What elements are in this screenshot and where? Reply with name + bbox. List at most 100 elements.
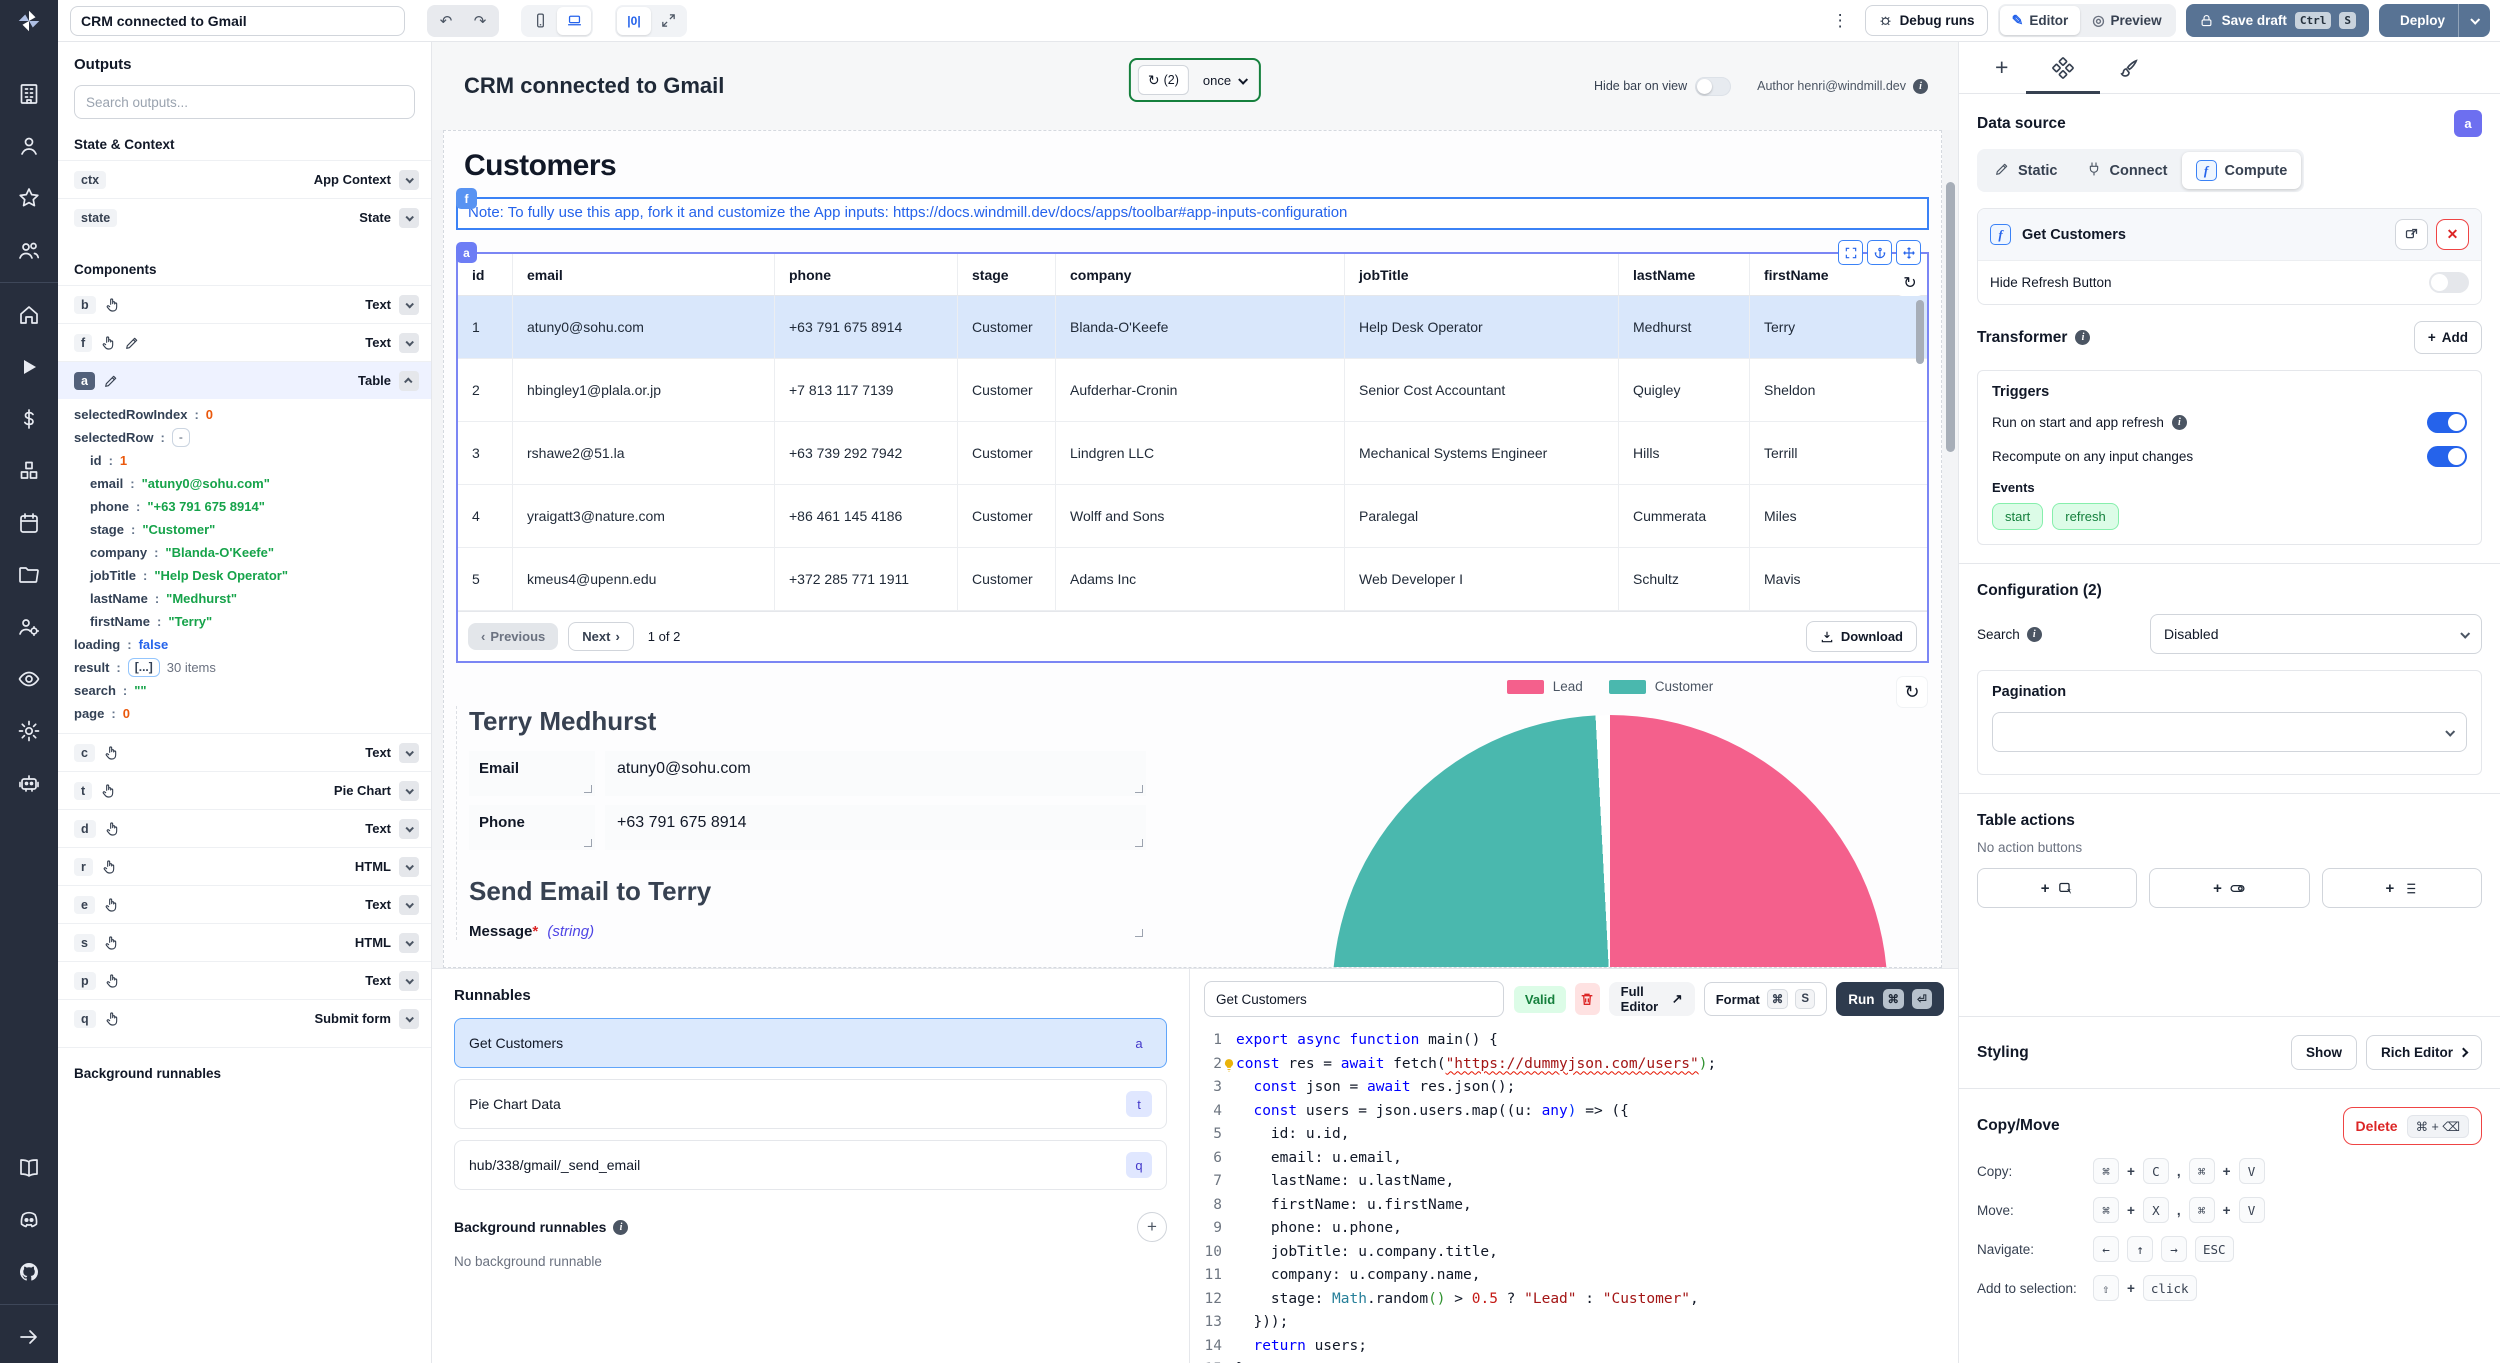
schedule-dropdown[interactable]: once	[1197, 73, 1252, 88]
component-badge-a[interactable]: a	[456, 242, 477, 263]
collapse-chip[interactable]: -	[171, 428, 190, 447]
column-header-lastName[interactable]: lastName	[1619, 254, 1750, 296]
lightbulb-icon[interactable]	[1222, 1057, 1236, 1071]
hand-icon[interactable]	[104, 973, 120, 989]
deploy-dropdown-button[interactable]	[2458, 4, 2490, 37]
chevron-down-icon[interactable]	[399, 1008, 419, 1029]
runnable-name-input[interactable]	[1204, 981, 1504, 1017]
table-row[interactable]: 3 rshawe2@51.la +63 739 292 7942 Customer Li…	[458, 422, 1927, 485]
column-header-jobTitle[interactable]: jobTitle	[1345, 254, 1619, 296]
undo-icon[interactable]: ↶	[439, 12, 453, 30]
hand-icon[interactable]	[104, 297, 120, 313]
format-button[interactable]: Format ⌘ S	[1703, 982, 1828, 1016]
users-icon[interactable]	[17, 238, 41, 262]
component-row-r[interactable]: r HTML	[58, 847, 431, 885]
full-editor-button[interactable]: Full Editor ↗	[1608, 982, 1695, 1016]
chevron-down-icon[interactable]	[399, 780, 419, 801]
hide-bar-toggle[interactable]	[1695, 76, 1732, 96]
info-icon[interactable]: i	[2075, 330, 2091, 345]
data-source-mode-static[interactable]: Static	[1980, 152, 2072, 189]
chevron-down-icon[interactable]	[399, 294, 419, 315]
column-header-email[interactable]: email	[513, 254, 775, 296]
tab-editor[interactable]: ✎ Editor	[1999, 6, 2081, 35]
hand-icon[interactable]	[100, 335, 116, 351]
rich-editor-button[interactable]: Rich Editor	[2365, 1035, 2482, 1070]
delete-component-button[interactable]: Delete ⌘ + ⌫	[2342, 1107, 2482, 1145]
folder-icon[interactable]	[17, 563, 41, 587]
hand-icon[interactable]	[101, 859, 117, 875]
runnable-item-t[interactable]: Pie Chart Data t	[454, 1079, 1167, 1129]
chevron-down-icon[interactable]	[399, 207, 419, 228]
fullwidth-layout-icon[interactable]	[651, 7, 685, 35]
tab-styling[interactable]	[2118, 42, 2140, 93]
robot-icon[interactable]	[17, 771, 41, 795]
book-icon[interactable]	[17, 1156, 41, 1180]
hand-icon[interactable]	[103, 897, 119, 913]
note-link-text[interactable]: Note: To fully use this app, fork it and…	[468, 204, 1348, 221]
move-handle-icon[interactable]	[1896, 240, 1921, 265]
add-select-action[interactable]: +	[2321, 868, 2482, 908]
component-badge-f[interactable]: f	[456, 188, 477, 209]
info-icon[interactable]: i	[2171, 415, 2187, 430]
hide-refresh-toggle[interactable]	[2429, 272, 2469, 293]
component-row-e[interactable]: e Text	[58, 885, 431, 923]
expand-handle-icon[interactable]	[1838, 240, 1863, 265]
component-row-s[interactable]: s HTML	[58, 923, 431, 961]
add-button-action[interactable]: +	[1977, 868, 2138, 908]
search-outputs-input[interactable]	[74, 85, 415, 119]
component-row-p[interactable]: p Text	[58, 961, 431, 999]
add-transformer-button[interactable]: + Add	[2413, 321, 2482, 354]
legend-item-lead[interactable]: Lead	[1506, 679, 1583, 694]
table-row[interactable]: 4 yraigatt3@nature.com +86 461 145 4186 Cus…	[458, 485, 1927, 548]
windmill-logo-icon[interactable]	[0, 0, 58, 42]
hand-icon[interactable]	[100, 783, 116, 799]
cubes-icon[interactable]	[17, 459, 41, 483]
star-icon[interactable]	[17, 186, 41, 210]
component-row-b[interactable]: b Text	[58, 285, 431, 323]
trigger-toggle[interactable]	[2427, 446, 2467, 467]
component-row-t[interactable]: t Pie Chart	[58, 771, 431, 809]
building-icon[interactable]	[17, 82, 41, 106]
hand-icon[interactable]	[103, 935, 119, 951]
runnable-item-q[interactable]: hub/338/gmail/_send_email q	[454, 1140, 1167, 1190]
chevron-down-icon[interactable]	[399, 894, 419, 915]
column-header-id[interactable]: id	[458, 254, 513, 296]
deploy-button[interactable]: Deploy	[2379, 4, 2458, 37]
hand-icon[interactable]	[104, 1011, 120, 1027]
eye-icon[interactable]	[17, 667, 41, 691]
chevron-up-icon[interactable]	[399, 370, 419, 391]
code-editor[interactable]: 1 export async function main() {2 const re…	[1190, 1027, 1958, 1363]
legend-item-customer[interactable]: Customer	[1608, 679, 1713, 694]
tab-preview[interactable]: ◎ Preview	[2092, 12, 2162, 28]
note-text-component[interactable]: f Note: To fully use this app, fork it a…	[456, 188, 1929, 230]
previous-page-button[interactable]: ‹ Previous	[468, 623, 559, 650]
column-header-stage[interactable]: stage	[958, 254, 1056, 296]
tab-component-settings[interactable]	[2026, 42, 2101, 94]
chevron-down-icon[interactable]	[399, 332, 419, 353]
component-row-d[interactable]: d Text	[58, 809, 431, 847]
state-row-ctx[interactable]: ctx App Context	[58, 160, 431, 198]
table-row[interactable]: 5 kmeus4@upenn.edu +372 285 771 1911 Custom…	[458, 548, 1927, 611]
discord-icon[interactable]	[17, 1208, 41, 1232]
mobile-view-icon[interactable]	[523, 7, 557, 35]
component-row-q[interactable]: q Submit form	[58, 999, 431, 1037]
arrow-right-icon[interactable]	[17, 1325, 41, 1349]
play-icon[interactable]	[17, 355, 41, 379]
debug-runs-button[interactable]: Debug runs	[1864, 5, 1988, 36]
chevron-down-icon[interactable]	[399, 932, 419, 953]
chevron-down-icon[interactable]	[399, 818, 419, 839]
show-styling-button[interactable]: Show	[2290, 1035, 2357, 1070]
tab-add-component[interactable]: +	[1995, 54, 2009, 80]
state-row-state[interactable]: state State	[58, 198, 431, 236]
chevron-down-icon[interactable]	[399, 856, 419, 877]
redo-icon[interactable]: ↷	[473, 12, 487, 30]
search-mode-select[interactable]: Disabled	[2150, 614, 2482, 654]
save-draft-button[interactable]: Save draft Ctrl S	[2185, 4, 2369, 37]
app-name-input[interactable]	[70, 5, 405, 36]
data-source-mode-connect[interactable]: Connect	[2072, 152, 2182, 189]
column-header-firstName[interactable]: firstName	[1750, 254, 1927, 296]
table-component[interactable]: a ↻ id email phone stage company jobTitle last…	[456, 240, 1929, 663]
trigger-toggle[interactable]	[2427, 412, 2467, 433]
centered-layout-icon[interactable]: |0|	[617, 6, 651, 35]
anchor-handle-icon[interactable]	[1867, 240, 1892, 265]
